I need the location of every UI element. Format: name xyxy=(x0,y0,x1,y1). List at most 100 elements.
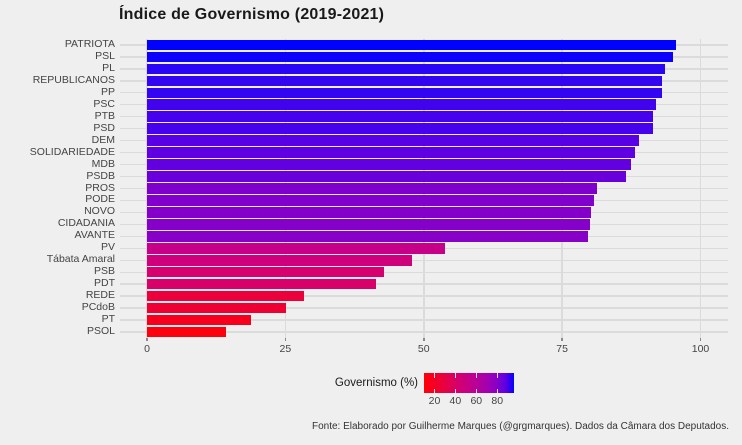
source-caption: Fonte: Elaborado por Guilherme Marques (… xyxy=(311,421,729,432)
x-axis-tick xyxy=(561,338,563,341)
bar-row xyxy=(120,206,728,218)
bar-row xyxy=(120,218,728,230)
bar-row xyxy=(120,159,728,171)
bar-PV xyxy=(147,243,445,254)
x-axis-tick xyxy=(423,338,425,341)
y-axis-label: PODE xyxy=(85,193,115,206)
bar-DEM xyxy=(147,135,639,146)
bar-row xyxy=(120,266,728,278)
y-axis-label: Tábata Amaral xyxy=(46,253,115,266)
colorbar-tick xyxy=(454,373,457,378)
y-axis-label: AVANTE xyxy=(74,229,115,242)
bar-PCdoB xyxy=(147,302,286,314)
gridline-horizontal xyxy=(120,283,728,285)
y-axis-label: PTB xyxy=(94,109,115,122)
bar-row xyxy=(120,135,728,147)
bar-PODE xyxy=(147,195,595,206)
bar-PSD xyxy=(147,123,653,134)
y-axis-label: NOVO xyxy=(84,205,115,218)
y-axis-label: PSL xyxy=(95,49,115,62)
bar-CIDADANIA xyxy=(147,219,590,230)
bar-row xyxy=(120,171,728,183)
colorbar-tick-label: 80 xyxy=(491,395,504,407)
bar-REDE xyxy=(147,290,304,302)
y-axis-label: PSDB xyxy=(86,169,115,182)
y-axis-label: PROS xyxy=(85,181,115,194)
y-axis-label: PL xyxy=(102,61,115,74)
y-axis-label: PP xyxy=(100,85,115,98)
x-axis-tick-label: 50 xyxy=(417,343,430,355)
y-axis-label: PCdoB xyxy=(81,301,115,314)
bar-PSDB xyxy=(147,171,626,182)
bar-row xyxy=(120,87,728,99)
bar-PL xyxy=(147,63,665,75)
bar-row xyxy=(120,39,728,51)
bar-SOLIDARIEDADE xyxy=(147,147,635,158)
bar-row xyxy=(120,194,728,206)
bar-PP xyxy=(147,87,663,99)
bar-row xyxy=(120,99,728,111)
bar-row xyxy=(120,242,728,254)
bar-row xyxy=(120,302,728,314)
x-axis-tick xyxy=(284,338,287,341)
bar-PROS xyxy=(147,183,597,194)
bar-PT xyxy=(147,314,252,326)
bar-row xyxy=(120,111,728,123)
bar-PDT xyxy=(147,278,377,290)
bar-PSC xyxy=(147,99,656,111)
colorbar-tick-label: 60 xyxy=(470,395,483,407)
bar-PATRIOTA xyxy=(147,39,676,51)
gridline-horizontal xyxy=(120,271,728,273)
bar-row xyxy=(120,290,728,302)
x-axis-tick-label: 0 xyxy=(144,343,150,355)
gridline-horizontal xyxy=(120,259,728,261)
y-axis-label: PSD xyxy=(93,121,115,134)
x-axis-tick-label: 75 xyxy=(556,343,568,355)
bar-AVANTE xyxy=(147,231,589,242)
y-axis-label: PDT xyxy=(94,277,115,290)
gridline-horizontal xyxy=(120,307,728,309)
bar-PSOL xyxy=(147,326,226,338)
bar-row xyxy=(120,183,728,195)
bar-PSL xyxy=(147,51,673,63)
gridline-horizontal xyxy=(120,331,728,333)
bar-Tábata Amaral xyxy=(147,254,412,266)
bar-row xyxy=(120,314,728,326)
bar-row xyxy=(120,147,728,159)
colorbar-tick xyxy=(496,388,498,393)
y-axis-label: CIDADANIA xyxy=(57,217,115,230)
x-axis-tick-label: 100 xyxy=(691,343,710,355)
colorbar-tick xyxy=(475,373,478,378)
y-axis-label: PT xyxy=(101,313,115,326)
x-axis-tick xyxy=(699,338,702,341)
bar-row xyxy=(120,123,728,135)
bar-row xyxy=(120,230,728,242)
bar-row xyxy=(120,63,728,75)
y-axis-label: REDE xyxy=(85,289,115,302)
bar-row xyxy=(120,75,728,87)
chart-title: Índice de Governismo (2019-2021) xyxy=(119,6,385,23)
y-axis-label: SOLIDARIEDADE xyxy=(29,145,115,158)
bar-REPUBLICANOS xyxy=(147,75,663,87)
bar-NOVO xyxy=(147,207,592,218)
bar-PTB xyxy=(147,111,653,122)
legend-colorbar xyxy=(424,373,514,393)
y-axis-label: DEM xyxy=(91,133,115,146)
bar-row xyxy=(120,51,728,63)
gridline-horizontal xyxy=(120,319,728,321)
bar-row xyxy=(120,278,728,290)
colorbar-tick xyxy=(475,388,478,393)
colorbar-tick-label: 20 xyxy=(428,395,441,407)
bar-PSB xyxy=(147,266,384,278)
colorbar-tick xyxy=(433,388,436,393)
bar-row xyxy=(120,254,728,266)
plot-panel xyxy=(120,39,728,338)
y-axis-label: PV xyxy=(100,241,115,254)
y-axis-label: PSB xyxy=(93,265,115,278)
x-axis-tick-label: 25 xyxy=(279,343,292,355)
gridline-horizontal xyxy=(120,295,728,297)
legend-title: Governismo (%) xyxy=(334,377,418,389)
colorbar-tick xyxy=(496,373,498,378)
bar-MDB xyxy=(147,159,632,170)
